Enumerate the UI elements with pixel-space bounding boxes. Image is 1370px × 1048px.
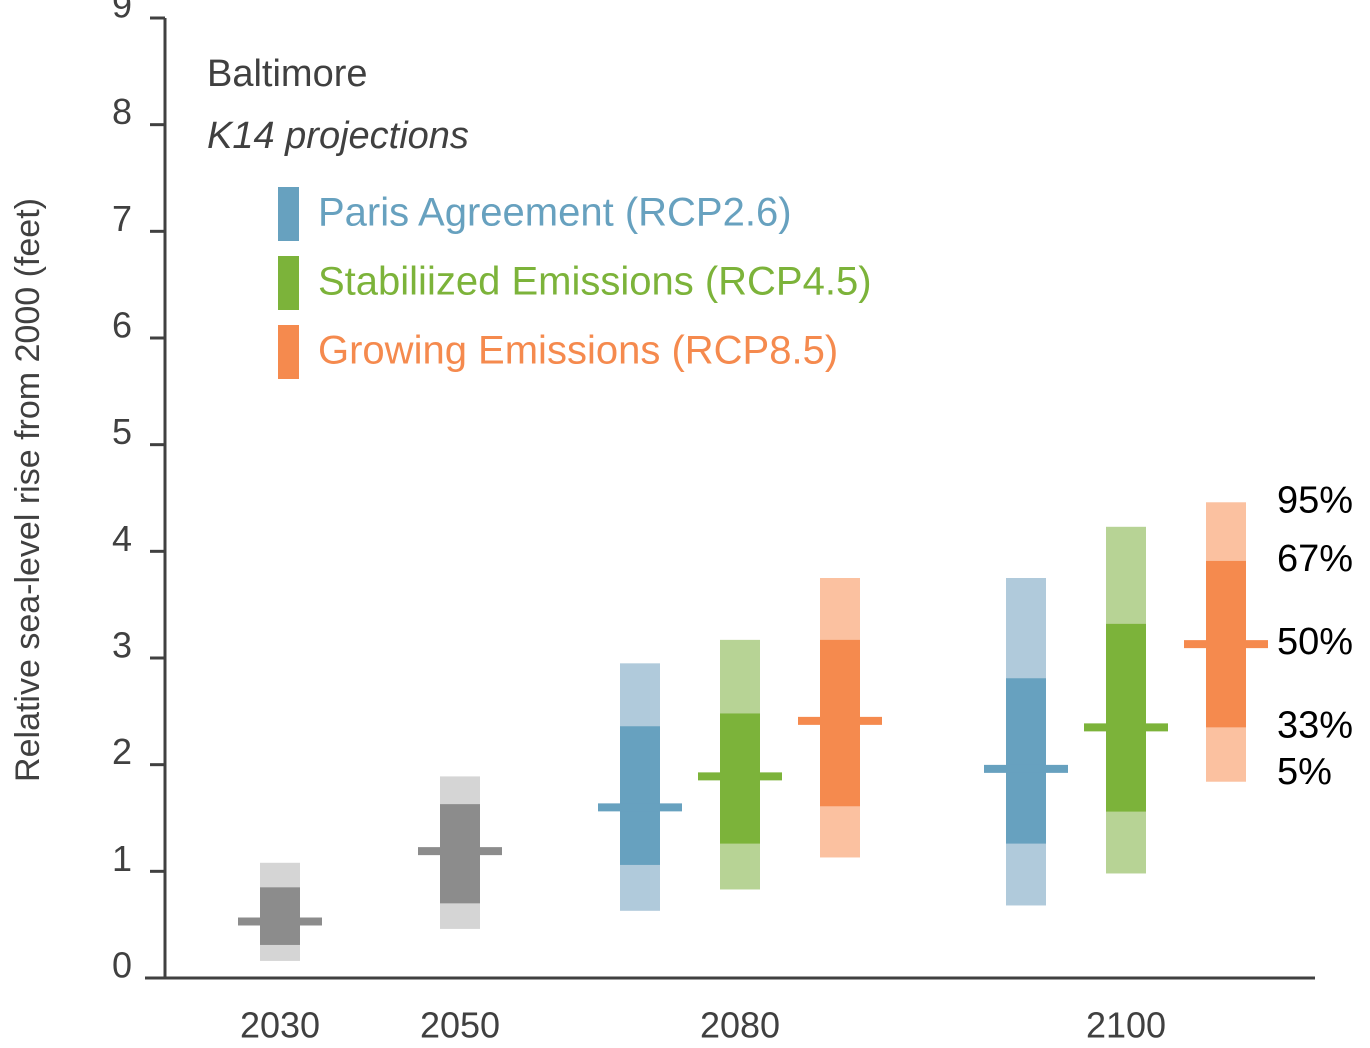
chart-subtitle: K14 projections <box>207 115 469 157</box>
y-tick-label: 1 <box>112 838 132 879</box>
percentile-label: 50% <box>1277 621 1353 663</box>
y-tick-label: 2 <box>112 731 132 772</box>
x-tick-label: 2080 <box>700 1005 780 1046</box>
chart-title: Baltimore <box>207 53 368 95</box>
legend-label: Growing Emissions (RCP8.5) <box>318 329 838 373</box>
legend-swatch <box>278 256 299 310</box>
legend-label: Stabiliized Emissions (RCP4.5) <box>318 260 872 304</box>
y-tick-label: 6 <box>112 305 132 346</box>
legend-swatch <box>278 187 299 241</box>
y-tick-label: 4 <box>112 518 132 559</box>
y-tick-label: 5 <box>112 411 132 452</box>
y-tick-label: 8 <box>112 91 132 132</box>
range-33-67 <box>1106 623 1146 812</box>
y-axis-label: Relative sea-level rise from 2000 (feet) <box>9 198 47 782</box>
percentile-label: 95% <box>1277 479 1353 521</box>
y-tick-label: 0 <box>112 945 132 986</box>
legend-label: Paris Agreement (RCP2.6) <box>318 191 792 235</box>
range-33-67 <box>260 887 300 945</box>
percentile-label: 67% <box>1277 538 1353 580</box>
x-tick-label: 2030 <box>240 1005 320 1046</box>
percentile-label: 5% <box>1277 751 1332 793</box>
percentile-label: 33% <box>1277 704 1353 746</box>
y-tick-label: 7 <box>112 198 132 239</box>
y-tick-label: 3 <box>112 625 132 666</box>
range-33-67 <box>620 726 660 865</box>
range-33-67 <box>1006 678 1046 844</box>
y-tick-label: 9 <box>112 0 132 26</box>
legend-swatch <box>278 325 299 379</box>
x-tick-label: 2100 <box>1086 1005 1166 1046</box>
x-tick-label: 2050 <box>420 1005 500 1046</box>
